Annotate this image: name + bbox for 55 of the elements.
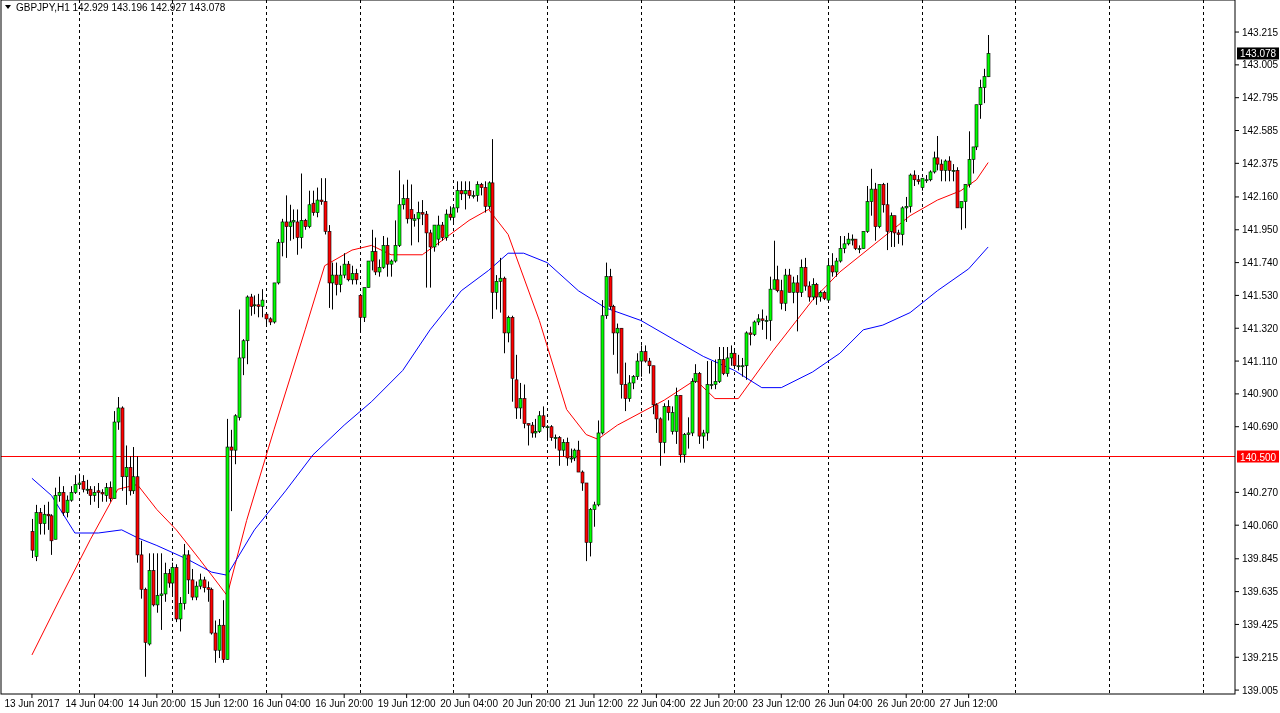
x-tick-label: 14 Jun 20:00 (127, 698, 187, 709)
y-tick-label: 141.530 (1242, 289, 1279, 301)
candlestick (159, 552, 164, 631)
x-tick-label: 20 Jun 04:00 (440, 698, 499, 709)
y-tick-label: 139.215 (1242, 651, 1279, 663)
y-tick-label: 139.845 (1242, 553, 1279, 565)
candlestick (252, 294, 257, 315)
x-tick-label: 16 Jun 20:00 (315, 698, 374, 709)
y-tick-label: 142.375 (1242, 157, 1279, 169)
y-tick-label: 141.110 (1242, 355, 1278, 367)
y-tick-label: 141.740 (1242, 257, 1279, 269)
y-tick-label: 143.215 (1242, 26, 1279, 38)
y-tick-label: 143.005 (1242, 59, 1279, 71)
candlestick (260, 288, 265, 318)
x-tick-label: 22 Jun 20:00 (689, 698, 749, 709)
y-tick-label: 140.060 (1242, 519, 1279, 531)
x-tick-label: 16 Jun 04:00 (252, 698, 312, 709)
candlestick (42, 504, 47, 536)
y-tick-label: 142.795 (1242, 92, 1279, 104)
y-tick-label: 139.005 (1242, 684, 1279, 696)
text: 143.078 (1240, 48, 1277, 60)
y-tick-label: 139.635 (1242, 586, 1279, 598)
y-tick-label: 141.320 (1242, 322, 1279, 334)
x-tick-label: 15 Jun 12:00 (190, 698, 249, 709)
x-tick-label: 22 Jun 04:00 (627, 698, 686, 709)
y-tick-label: 140.270 (1242, 486, 1279, 498)
y-tick-label: 140.900 (1242, 388, 1279, 400)
y-tick-label: 141.950 (1242, 224, 1279, 236)
y-tick-label: 142.585 (1242, 125, 1279, 137)
x-tick-label: 26 Jun 04:00 (814, 698, 874, 709)
line-series (31, 246, 989, 576)
y-tick-label: 142.160 (1242, 191, 1279, 203)
candlestick (943, 158, 948, 182)
chart-title: GBPJPY,H1 142.929 143.196 142.927 143.078 (16, 2, 226, 13)
y-tick-label: 139.425 (1242, 618, 1279, 630)
candlestick (518, 382, 523, 420)
x-tick-label: 21 Jun 12:00 (565, 698, 624, 709)
candlestick (284, 194, 289, 259)
y-tick-label: 140.690 (1242, 421, 1279, 433)
candlestick (288, 204, 293, 242)
x-tick-label: 13 Jun 2017 (4, 698, 60, 709)
candlestick (295, 208, 300, 256)
ref-line-label: 140.500 (1240, 451, 1277, 463)
candlestick (444, 208, 449, 242)
candlestick (537, 410, 542, 434)
x-tick-label: 14 Jun 04:00 (65, 698, 124, 709)
candlestick (436, 215, 441, 246)
candlestick (725, 346, 730, 378)
candlestick (256, 293, 261, 318)
x-tick-label: 23 Jun 12:00 (752, 698, 811, 709)
x-tick-label: 19 Jun 12:00 (377, 698, 436, 709)
x-tick-label: 20 Jun 20:00 (502, 698, 561, 709)
candlestick (791, 276, 796, 304)
x-tick-label: 26 Jun 20:00 (877, 698, 936, 709)
x-tick-label: 27 Jun 12:00 (939, 698, 998, 709)
